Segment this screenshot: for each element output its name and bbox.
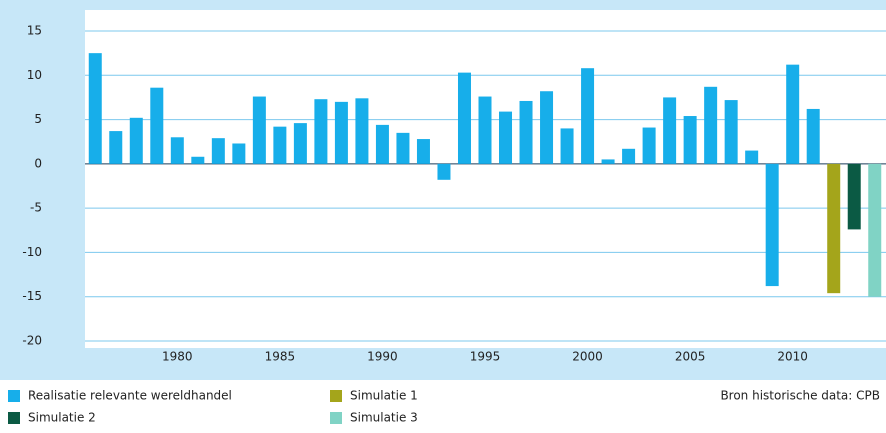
bar [540, 91, 554, 164]
y-tick-label: 0 [34, 156, 42, 170]
bar [806, 108, 820, 164]
legend-label: Simulatie 3 [350, 411, 418, 425]
legend-label: Simulatie 2 [28, 411, 96, 425]
plot-area [85, 10, 886, 348]
bar [601, 159, 615, 164]
bar [581, 68, 595, 164]
legend-swatch [8, 390, 20, 402]
y-tick-label: -10 [22, 245, 42, 259]
bar [519, 100, 533, 164]
bar [765, 163, 779, 287]
y-tick-label: 15 [27, 24, 42, 38]
legend-label: Simulatie 1 [350, 389, 418, 403]
bar [314, 99, 328, 164]
bar [745, 150, 759, 164]
y-tick-label: -15 [22, 289, 42, 303]
x-tick-label: 2010 [777, 350, 808, 364]
bar [232, 143, 246, 164]
x-tick-label: 1990 [367, 350, 398, 364]
x-tick-label: 2000 [572, 350, 603, 364]
legend-swatch [8, 412, 20, 424]
bar [457, 72, 471, 164]
bar [88, 53, 102, 164]
bar [170, 137, 184, 164]
bar [704, 86, 718, 164]
y-tick-label: -5 [30, 201, 42, 215]
legend-swatch [330, 390, 342, 402]
bar [150, 87, 164, 164]
bar [191, 156, 205, 164]
bar [724, 100, 738, 164]
bar [663, 97, 677, 164]
bar [375, 124, 389, 164]
legend-swatch [330, 412, 342, 424]
bar [622, 148, 636, 164]
x-tick-label: 1995 [470, 350, 501, 364]
source-note: Bron historische data: CPB [720, 389, 880, 403]
x-tick-label: 2005 [675, 350, 706, 364]
bar [499, 111, 513, 164]
bar [868, 163, 882, 297]
bar [560, 128, 574, 164]
bar [293, 123, 307, 164]
y-tick-label: 10 [27, 68, 42, 82]
y-tick-label: 5 [34, 112, 42, 126]
y-tick-label: -20 [22, 334, 42, 348]
bar [396, 132, 410, 164]
x-tick-label: 1980 [162, 350, 193, 364]
bar [252, 96, 266, 164]
x-tick-label: 1985 [265, 350, 296, 364]
bar [847, 163, 861, 230]
bar [478, 96, 492, 164]
bar [416, 139, 430, 164]
bar [683, 116, 697, 164]
bar [273, 126, 287, 164]
bar [334, 101, 348, 164]
bar [437, 163, 451, 180]
legend-label: Realisatie relevante wereldhandel [28, 389, 232, 403]
bar [109, 131, 123, 164]
bar [129, 117, 143, 164]
bar [355, 98, 369, 164]
bar [786, 64, 800, 164]
bar [827, 163, 841, 294]
bar [642, 127, 656, 164]
bar [211, 138, 225, 164]
